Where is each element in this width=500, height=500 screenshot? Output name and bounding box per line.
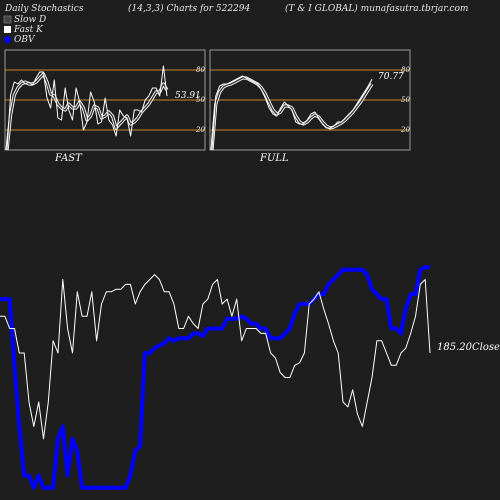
legend-swatch-slow-d xyxy=(3,15,12,24)
full-series-slow-d-core xyxy=(211,77,373,151)
main-series-price xyxy=(0,274,431,440)
full-level-label-50: 50 xyxy=(401,96,410,104)
legend-label-slow-d: Slow D xyxy=(14,15,46,25)
full-level-label-80: 80 xyxy=(401,66,410,74)
full-level-label-20: 20 xyxy=(400,126,410,134)
close-label: 185.20Close xyxy=(437,342,500,353)
legend-label-fast-k: Fast K xyxy=(13,25,44,35)
main-series-obv xyxy=(0,265,430,490)
chart-params: (14,3,3) Charts for 522294 xyxy=(128,3,250,14)
price-obv-area xyxy=(0,265,431,490)
legend-swatch-fast-k xyxy=(4,26,11,33)
fast-level-label-50: 50 xyxy=(196,96,205,104)
fast-series-fast-k xyxy=(6,65,168,151)
legend-label-obv: OBV xyxy=(14,35,36,45)
fast-level-label-80: 80 xyxy=(196,66,205,74)
legend-swatch-obv xyxy=(4,36,11,43)
fast-panel: 80 50 20 53.91 xyxy=(4,49,206,151)
fast-value-label: 53.91 xyxy=(175,91,201,101)
full-series-fast-k xyxy=(211,75,373,151)
chart-title: Daily Stochastics xyxy=(4,4,84,14)
full-panel: 80 50 20 70.77 xyxy=(209,49,411,151)
fast-level-label-20: 20 xyxy=(195,126,205,134)
full-panel-label: FULL xyxy=(259,153,289,164)
company-name: (T & I GLOBAL) munafasutra.tbrjar.com xyxy=(285,3,468,14)
full-value-label: 70.77 xyxy=(378,72,404,82)
fast-panel-label: FAST xyxy=(54,153,83,164)
